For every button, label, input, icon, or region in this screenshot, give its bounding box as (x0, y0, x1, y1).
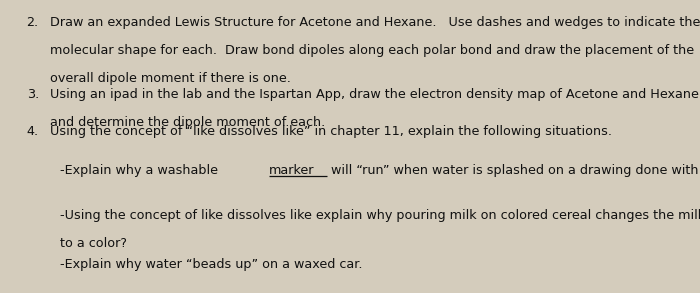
Text: 3.: 3. (27, 88, 38, 101)
Text: Using the concept of “like dissolves like” in chapter 11, explain the following : Using the concept of “like dissolves lik… (50, 125, 612, 137)
Text: Draw an expanded Lewis Structure for Acetone and Hexane.   Use dashes and wedges: Draw an expanded Lewis Structure for Ace… (50, 16, 700, 29)
Text: -Using the concept of like dissolves like explain why pouring milk on colored ce: -Using the concept of like dissolves lik… (60, 209, 700, 222)
Text: molecular shape for each.  Draw bond dipoles along each polar bond and draw the : molecular shape for each. Draw bond dipo… (50, 44, 694, 57)
Text: to a color?: to a color? (60, 237, 127, 250)
Text: will “run” when water is splashed on a drawing done with this marker.: will “run” when water is splashed on a d… (327, 164, 700, 177)
Text: Using an ipad in the lab and the Ispartan App, draw the electron density map of : Using an ipad in the lab and the Isparta… (50, 88, 699, 101)
Text: marker: marker (269, 164, 314, 177)
Text: 4.: 4. (27, 125, 38, 137)
Text: -Explain why water “beads up” on a waxed car.: -Explain why water “beads up” on a waxed… (60, 258, 362, 271)
Text: 2.: 2. (27, 16, 38, 29)
Text: -Explain why a washable: -Explain why a washable (60, 164, 221, 177)
Text: overall dipole moment if there is one.: overall dipole moment if there is one. (50, 72, 291, 85)
Text: and determine the dipole moment of each.: and determine the dipole moment of each. (50, 116, 326, 129)
